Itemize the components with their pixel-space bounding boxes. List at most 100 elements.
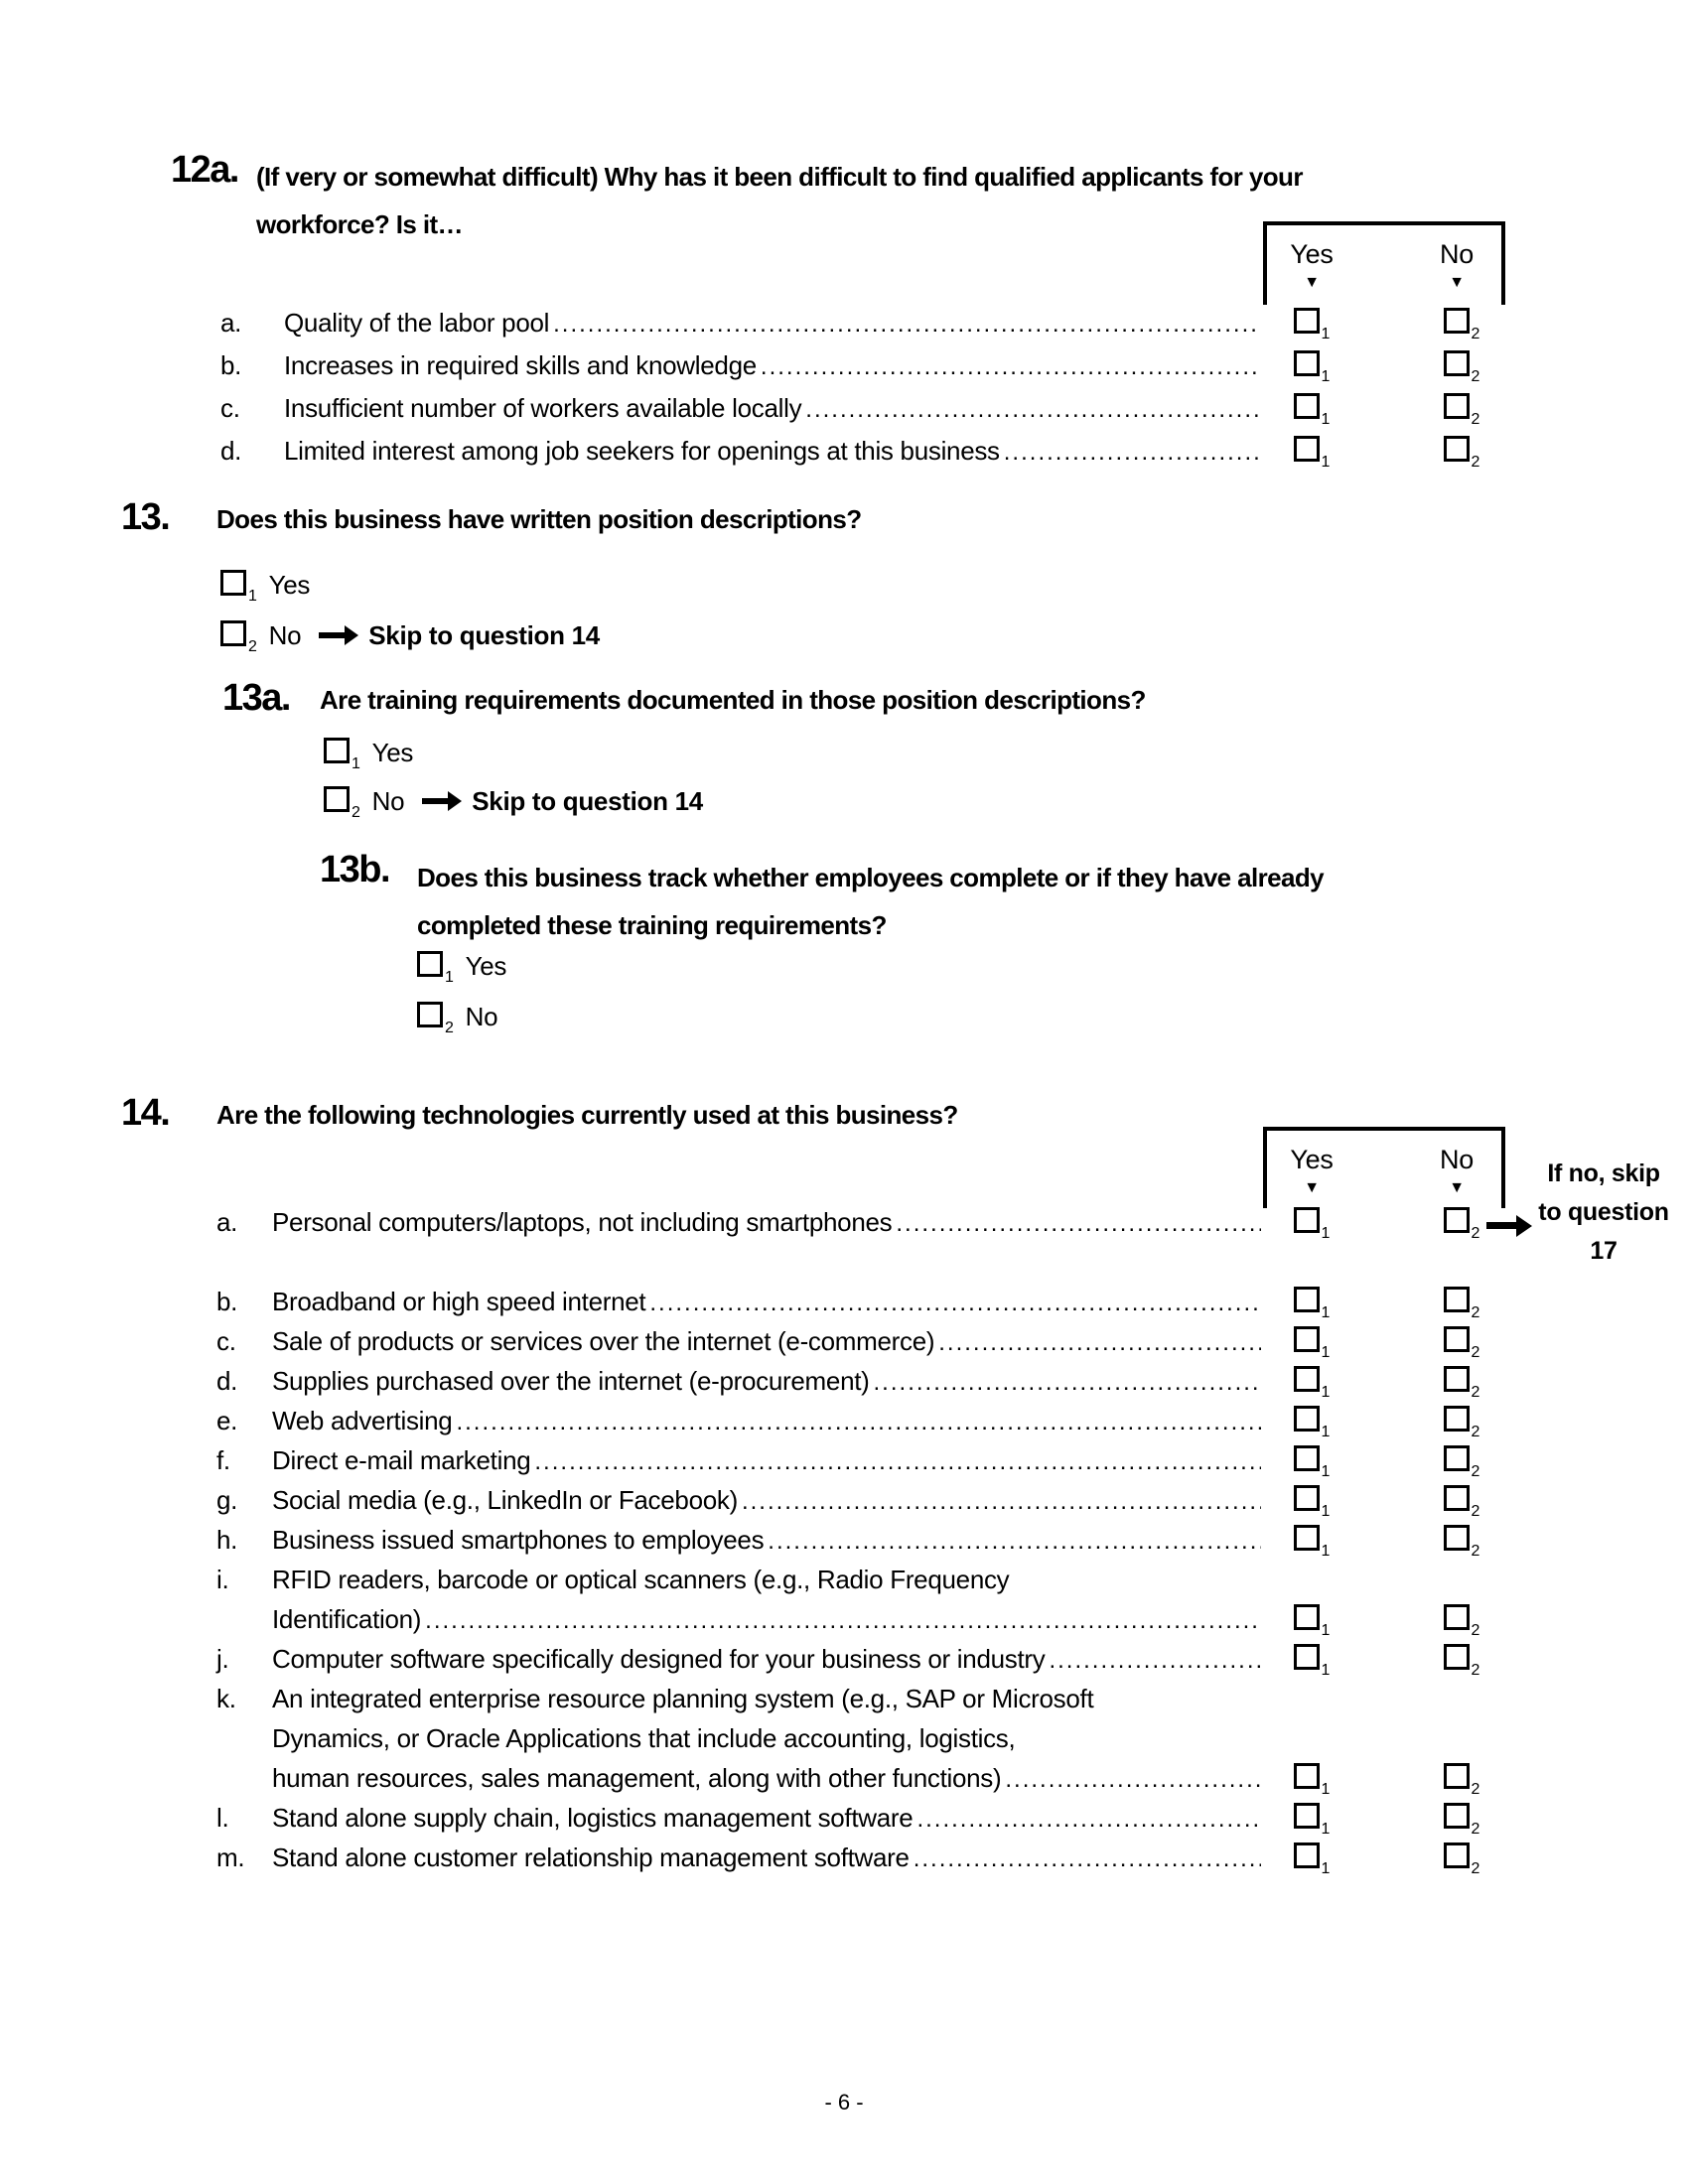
- yes-checkbox[interactable]: [1293, 1803, 1320, 1829]
- yes-checkbox[interactable]: [1293, 1366, 1320, 1392]
- dotted-leader: ........................................…: [873, 1369, 1261, 1396]
- no-checkbox[interactable]: [1443, 308, 1470, 334]
- yes-checkbox[interactable]: [324, 738, 350, 763]
- no-checkbox[interactable]: [1443, 1207, 1470, 1233]
- no-checkbox[interactable]: [417, 1002, 443, 1027]
- no-checkbox[interactable]: [1443, 1326, 1470, 1352]
- question-12a-line1: (If very or somewhat difficult) Why has …: [256, 162, 1303, 192]
- checkbox-subscript: 2: [1471, 1304, 1480, 1321]
- dotted-leader: ........................................…: [425, 1607, 1261, 1634]
- checkbox-subscript: 2: [1471, 1503, 1480, 1520]
- yes-column-header: Yes ▼: [1267, 1145, 1356, 1197]
- question-14-items: a. Personal computers/laptops, not inclu…: [216, 1207, 1506, 1882]
- no-checkbox[interactable]: [1443, 1763, 1470, 1789]
- no-checkbox[interactable]: [1443, 1843, 1470, 1868]
- item-letter: b.: [220, 350, 242, 380]
- no-cell: 2: [1417, 1644, 1506, 1679]
- no-column-label: No: [1440, 239, 1474, 269]
- yes-checkbox[interactable]: [1293, 350, 1320, 376]
- item-letter: j.: [216, 1644, 229, 1674]
- no-checkbox[interactable]: [1443, 1366, 1470, 1392]
- skip-arrow-icon: [319, 632, 346, 639]
- no-checkbox[interactable]: [1443, 436, 1470, 462]
- no-checkbox[interactable]: [220, 620, 246, 646]
- yes-checkbox[interactable]: [1293, 1644, 1320, 1670]
- no-checkbox[interactable]: [1443, 1604, 1470, 1630]
- item-letter: m.: [216, 1843, 245, 1872]
- checkbox-subscript: 2: [1471, 1384, 1480, 1401]
- question-13b-line1: Does this business track whether employe…: [417, 863, 1325, 892]
- dotted-leader: ........................................…: [938, 1329, 1261, 1356]
- question-12a-line2: workforce? Is it…: [256, 209, 464, 239]
- no-checkbox[interactable]: [1443, 1485, 1470, 1511]
- table-row: c. Sale of products or services over the…: [216, 1326, 1506, 1366]
- no-checkbox[interactable]: [324, 786, 350, 812]
- no-checkbox[interactable]: [1443, 350, 1470, 376]
- checkbox-subscript: 1: [1321, 1860, 1331, 1877]
- no-checkbox[interactable]: [1443, 1445, 1470, 1471]
- yes-cell: 1: [1267, 1843, 1356, 1877]
- no-checkbox[interactable]: [1443, 1406, 1470, 1432]
- no-checkbox[interactable]: [1443, 393, 1470, 419]
- item-letter: c.: [216, 1326, 236, 1356]
- yes-no-bracket-12a: Yes ▼ No ▼: [1263, 221, 1505, 305]
- checkbox-subscript: 1: [1321, 326, 1331, 342]
- yes-cell: 1: [1267, 1525, 1356, 1560]
- yes-checkbox[interactable]: [1293, 1843, 1320, 1868]
- yes-column-label: Yes: [1290, 1145, 1334, 1174]
- checkbox-subscript: 1: [1321, 1781, 1331, 1798]
- no-checkbox[interactable]: [1443, 1287, 1470, 1312]
- item-letter: f.: [216, 1445, 230, 1475]
- yes-cell: 1: [1267, 436, 1356, 471]
- table-row: b. Increases in required skills and know…: [220, 350, 1506, 393]
- yes-checkbox[interactable]: [1293, 1406, 1320, 1432]
- dotted-leader: ........................................…: [916, 1806, 1261, 1833]
- checkbox-subscript: 2: [1471, 454, 1480, 471]
- yes-checkbox[interactable]: [1293, 1604, 1320, 1630]
- no-cell: 2: [1417, 1604, 1506, 1639]
- item-letter: g.: [216, 1485, 238, 1515]
- checkbox-subscript: 1: [1321, 1821, 1331, 1838]
- table-row: g. Social media (e.g., LinkedIn or Faceb…: [216, 1485, 1506, 1525]
- yes-checkbox[interactable]: [417, 951, 443, 977]
- answer-option-yes: 1 Yes: [417, 943, 506, 994]
- answer-label: No: [465, 1002, 498, 1031]
- checkbox-subscript: 1: [445, 969, 454, 986]
- table-row: b. Broadband or high speed internet ....…: [216, 1287, 1506, 1326]
- yes-cell: 1: [1267, 1644, 1356, 1679]
- answer-label: Yes: [465, 951, 507, 981]
- no-checkbox[interactable]: [1443, 1644, 1470, 1670]
- dotted-leader: ........................................…: [741, 1488, 1261, 1515]
- dotted-leader: ........................................…: [534, 1448, 1261, 1475]
- item-text: Sale of products or services over the in…: [272, 1326, 935, 1356]
- no-checkbox[interactable]: [1443, 1803, 1470, 1829]
- yes-cell: 1: [1267, 1763, 1356, 1798]
- yes-checkbox[interactable]: [1293, 1207, 1320, 1233]
- yes-checkbox[interactable]: [1293, 1445, 1320, 1471]
- page-number: - 6 -: [824, 2090, 864, 2115]
- skip-arrow-icon: [422, 798, 449, 805]
- yes-checkbox[interactable]: [1293, 1525, 1320, 1551]
- yes-checkbox[interactable]: [1293, 436, 1320, 462]
- no-checkbox[interactable]: [1443, 1525, 1470, 1551]
- item-text: Business issued smartphones to employees: [272, 1525, 765, 1555]
- yes-checkbox[interactable]: [220, 570, 246, 596]
- yes-checkbox[interactable]: [1293, 1763, 1320, 1789]
- yes-checkbox[interactable]: [1293, 393, 1320, 419]
- yes-checkbox[interactable]: [1293, 1326, 1320, 1352]
- table-row: e. Web advertising .....................…: [216, 1406, 1506, 1445]
- item-text: Stand alone supply chain, logistics mana…: [272, 1803, 914, 1833]
- item-letter: a.: [216, 1207, 238, 1237]
- question-13b-line2: completed these training requirements?: [417, 910, 887, 940]
- no-cell: 2: [1417, 1406, 1506, 1440]
- item-text: Direct e-mail marketing: [272, 1445, 531, 1475]
- no-column-label: No: [1440, 1145, 1474, 1174]
- yes-checkbox[interactable]: [1293, 1287, 1320, 1312]
- question-13-answers: 1 Yes 2 No Skip to question 14: [220, 562, 600, 663]
- yes-checkbox[interactable]: [1293, 308, 1320, 334]
- checkbox-subscript: 2: [1471, 1860, 1480, 1877]
- table-row: Dynamics, or Oracle Applications that in…: [216, 1723, 1506, 1763]
- question-12a-items: a. Quality of the labor pool ...........…: [220, 308, 1506, 478]
- answer-option-no: 2 No Skip to question 14: [324, 779, 703, 828]
- yes-checkbox[interactable]: [1293, 1485, 1320, 1511]
